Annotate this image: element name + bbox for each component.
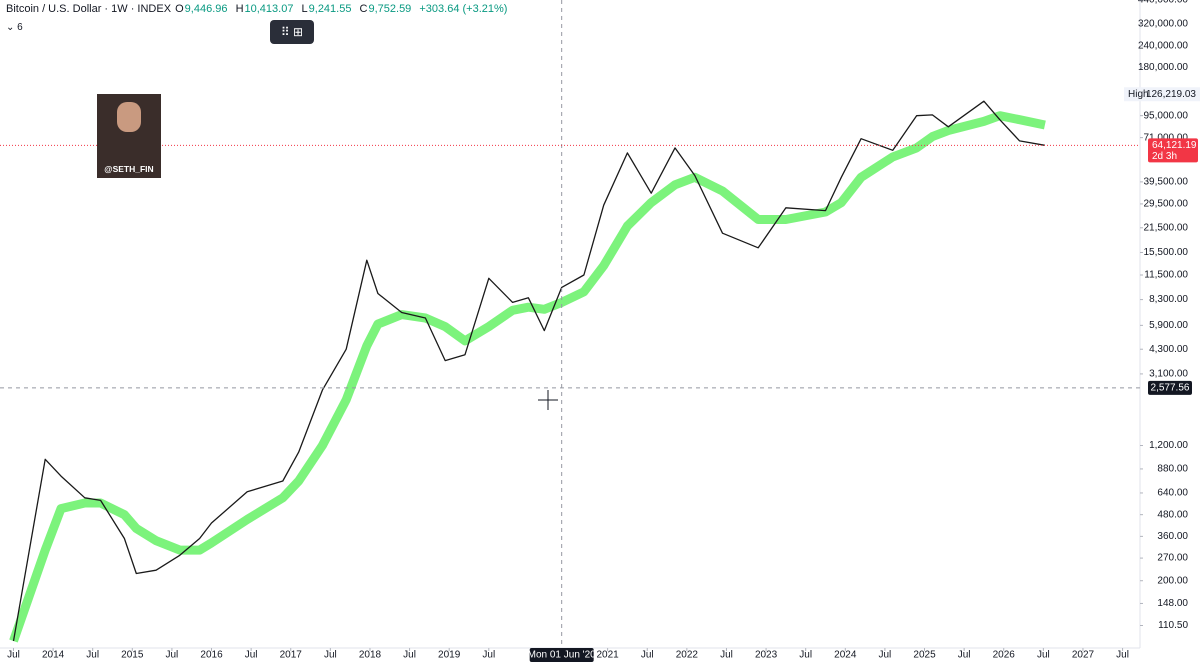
ohlc-label: L — [301, 3, 308, 15]
y-tick-label: 39,500.00 — [1144, 177, 1189, 188]
x-tick-label: Jul — [245, 650, 258, 661]
ohlc-label: C — [359, 3, 368, 15]
ohlc-value: 10,413.07 — [244, 3, 294, 15]
y-tick-label: 360.00 — [1157, 531, 1188, 542]
y-tick-label: 320,000.00 — [1138, 19, 1188, 30]
indicators-toggle[interactable]: ⌄ 6 — [6, 22, 23, 33]
x-tick-label: Jul — [799, 650, 812, 661]
y-tick-label: 110.50 — [1158, 620, 1188, 631]
y-tick-label: 8,300.00 — [1149, 294, 1188, 305]
toolbar-button[interactable]: ⠿ ⊞ — [270, 20, 314, 44]
countdown: 2d 3h — [1152, 151, 1177, 162]
indicator-count: 6 — [17, 22, 23, 33]
y-tick-label: 480.00 — [1157, 509, 1188, 520]
y-tick-label: 880.00 — [1157, 464, 1188, 475]
y-tick-label: 29,500.00 — [1144, 199, 1189, 210]
price-line — [12, 100, 1046, 642]
y-tick-label: 3,100.00 — [1149, 369, 1188, 380]
x-tick-label: Jul — [958, 650, 971, 661]
ohlc-value: 9,752.59 — [368, 3, 412, 15]
x-tick-label: 2022 — [676, 650, 699, 661]
ohlc-label: O — [175, 3, 184, 15]
y-tick-label: 270.00 — [1157, 553, 1188, 564]
x-tick-label: Jul — [403, 650, 416, 661]
avatar-face — [117, 102, 141, 132]
crosshair-date-box — [529, 648, 594, 662]
y-tick-label: 440,000.00 — [1138, 0, 1188, 6]
ribbon-line — [9, 111, 1046, 643]
y-tick-label: 71,000.00 — [1144, 132, 1189, 143]
x-tick-label: 2014 — [42, 650, 65, 661]
crosshair-price: 2,577.56 — [1151, 382, 1190, 393]
x-tick-label: Jul — [1116, 650, 1129, 661]
x-tick-label: Jul — [7, 650, 20, 661]
x-tick-label: Jul — [482, 650, 495, 661]
y-tick-label: 640.00 — [1157, 488, 1188, 499]
x-tick-label: 2026 — [993, 650, 1016, 661]
x-tick-label: Jul — [720, 650, 733, 661]
crosshair-date: Mon 01 Jun '20 — [528, 650, 597, 661]
y-tick-label: 148.00 — [1157, 598, 1188, 609]
x-tick-label: Jul — [324, 650, 337, 661]
y-tick-label: 11,500.00 — [1144, 270, 1188, 281]
watermark-text: @SETH_FIN — [104, 164, 154, 174]
last-price-box — [1148, 138, 1198, 163]
x-tick-label: 2027 — [1072, 650, 1095, 661]
last-price: 64,121.19 — [1152, 140, 1197, 151]
ohlc-value: 9,446.96 — [184, 3, 228, 15]
x-tick-label: Jul — [641, 650, 654, 661]
x-tick-label: 2017 — [280, 650, 303, 661]
legend-header: Bitcoin / U.S. Dollar · 1W · INDEX O9,44… — [6, 3, 512, 15]
high-value: 126,219.03 — [1146, 89, 1196, 100]
watermark: @SETH_FIN — [97, 94, 161, 178]
x-tick-label: Jul — [166, 650, 179, 661]
y-tick-label: 200.00 — [1157, 575, 1188, 586]
x-tick-label: 2021 — [597, 650, 620, 661]
high-label: High — [1128, 89, 1149, 100]
y-tick-label: 240,000.00 — [1138, 40, 1188, 51]
x-tick-label: 2016 — [200, 650, 223, 661]
y-tick-label: 4,300.00 — [1149, 344, 1188, 355]
symbol: Bitcoin / U.S. Dollar · 1W · INDEX — [6, 3, 172, 15]
x-tick-label: Jul — [879, 650, 892, 661]
y-tick-label: 95,000.00 — [1144, 110, 1189, 121]
y-tick-label: 180,000.00 — [1138, 62, 1188, 73]
x-tick-label: Jul — [86, 650, 99, 661]
x-tick-label: 2023 — [755, 650, 778, 661]
ohlc-label: H — [235, 3, 244, 15]
x-tick-label: 2018 — [359, 650, 382, 661]
x-tick-label: 2019 — [438, 650, 461, 661]
x-tick-label: Jul — [1037, 650, 1050, 661]
x-tick-label: 2015 — [121, 650, 144, 661]
change: +303.64 (+3.21%) — [419, 3, 508, 15]
x-tick-label: 2025 — [913, 650, 936, 661]
y-tick-label: 21,500.00 — [1144, 222, 1189, 233]
ohlc-value: 9,241.55 — [308, 3, 352, 15]
crosshair-price-box — [1148, 380, 1192, 395]
y-tick-label: 1,200.00 — [1149, 440, 1188, 451]
x-tick-label: 2024 — [834, 650, 857, 661]
y-tick-label: 15,500.00 — [1144, 247, 1189, 258]
y-tick-label: 5,900.00 — [1149, 320, 1188, 331]
high-box — [1124, 87, 1200, 102]
